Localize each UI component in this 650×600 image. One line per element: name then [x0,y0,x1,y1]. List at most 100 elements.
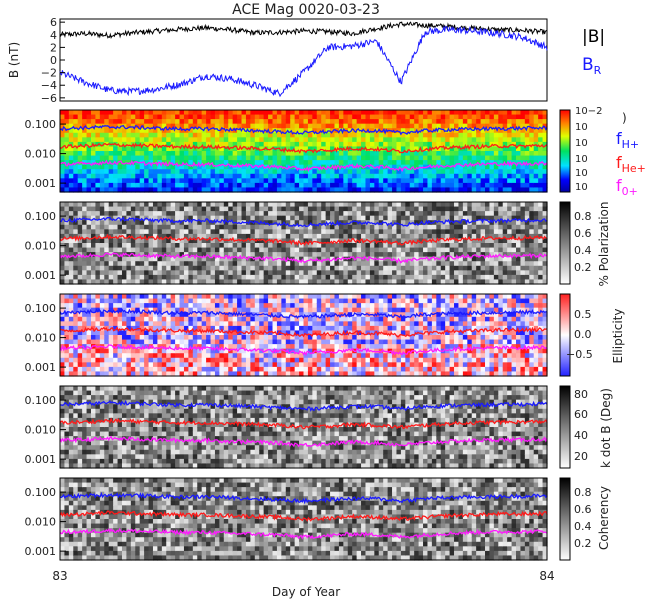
spectrogram-cell [471,238,477,244]
spectrogram-cell [223,215,229,221]
spectrogram-cell [281,366,287,373]
spectrogram-cell [405,110,411,116]
spectrogram-cell [356,137,362,143]
spectrogram-cell [60,169,66,175]
spectrogram-cell [68,202,74,208]
spectrogram-cell [148,312,154,318]
spectrogram-cell [108,202,114,208]
spectrogram-cell [516,233,522,240]
spectrogram-cell [157,238,163,244]
spectrogram-cell [281,247,287,253]
spectrogram-cell [476,279,482,285]
spectrogram-cell [228,178,234,184]
spectrogram-cell [294,123,300,129]
spectrogram-cell [374,265,380,271]
spectrogram-cell [436,247,442,253]
spectrogram-cell [276,110,282,116]
spectrogram-cell [126,256,132,262]
spectrogram-cell [82,141,88,148]
spectrogram-cell [476,178,482,184]
spectrogram-cell [449,110,455,116]
spectrogram-cell [272,187,278,193]
spectrogram-cell [60,312,66,318]
spectrogram-cell [254,132,260,138]
spectrogram-cell [259,362,265,368]
spectrogram-cell [179,128,185,134]
spectrogram-cell [454,243,460,249]
spectrogram-cell [471,173,477,179]
spectrogram-cell [104,339,110,345]
spectrogram-cell [219,110,225,116]
spectrogram-cell [423,178,429,184]
spectrogram-cell [352,178,358,184]
spectrogram-cell [126,169,132,175]
spectrogram-cell [303,252,309,258]
spectrogram-cell [418,141,424,148]
spectrogram-cell [73,169,79,175]
spectrogram-cell [365,169,371,175]
spectrogram-cell [219,366,225,373]
spectrogram-cell [117,357,123,363]
spectrogram-cell [77,224,83,230]
spectrogram-cell [245,339,251,345]
spectrogram-cell [90,256,97,262]
spectrogram-cell [485,238,491,244]
spectrogram-cell [538,256,544,262]
spectrogram-cell [175,339,181,345]
spectrogram-cell [237,110,243,116]
spectrogram-cell [383,182,389,189]
spectrogram-cell [219,155,225,161]
spectrogram-cell [73,114,79,120]
spectrogram-cell [467,256,473,262]
spectrogram-cell [201,132,207,138]
spectrogram-cell [86,247,92,253]
spectrogram-cell [427,247,433,253]
spectrogram-cell [152,366,158,373]
spectrogram-cell [245,155,251,161]
spectrogram-cell [144,220,150,226]
spectrogram-cell [192,261,198,267]
spectrogram-cell [152,238,158,244]
spectrogram-cell [210,247,216,253]
spectrogram-cell [179,211,185,217]
spectrogram-cell [449,169,455,175]
spectrogram-cell [400,279,406,285]
spectrogram-cell [290,182,296,189]
spectrogram-cell [130,178,136,184]
spectrogram-cell [449,141,455,148]
spectrogram-cell [299,261,305,267]
spectrogram-cell [144,128,150,134]
spectrogram-cell [68,316,74,322]
spectrogram-cell [197,169,203,175]
spectrogram-cell [268,325,274,332]
spectrogram-cell [223,321,229,327]
spectrogram-cell [392,206,398,212]
spectrogram-cell [130,114,136,120]
spectrogram-cell [219,316,225,322]
spectrogram-cell [135,164,141,170]
spectrogram-cell [356,215,362,221]
spectrogram-cell [299,202,305,208]
spectrogram-cell [462,243,468,249]
spectrogram-cell [462,128,468,134]
spectrogram-cell [476,128,482,134]
spectrogram-cell [418,265,424,271]
spectrogram-cell [294,182,300,189]
spectrogram-cell [347,114,353,120]
spectrogram-cell [312,261,318,267]
spectrogram-cell [130,344,136,350]
spectrogram-cell [170,110,176,116]
spectrogram-cell [396,128,402,134]
spectrogram-cell [462,169,468,175]
spectrogram-cell [489,146,495,152]
spectrogram-cell [139,238,145,244]
spectrogram-cell [73,261,79,267]
spectrogram-cell [64,307,70,313]
spectrogram-cell [378,114,384,120]
spectrogram-cell [135,137,141,143]
spectrogram-cell [86,146,92,152]
spectrogram-cell [440,206,446,212]
spectrogram-cell [414,274,420,281]
spectrogram-cell [334,119,340,125]
spectrogram-cell [121,233,128,240]
